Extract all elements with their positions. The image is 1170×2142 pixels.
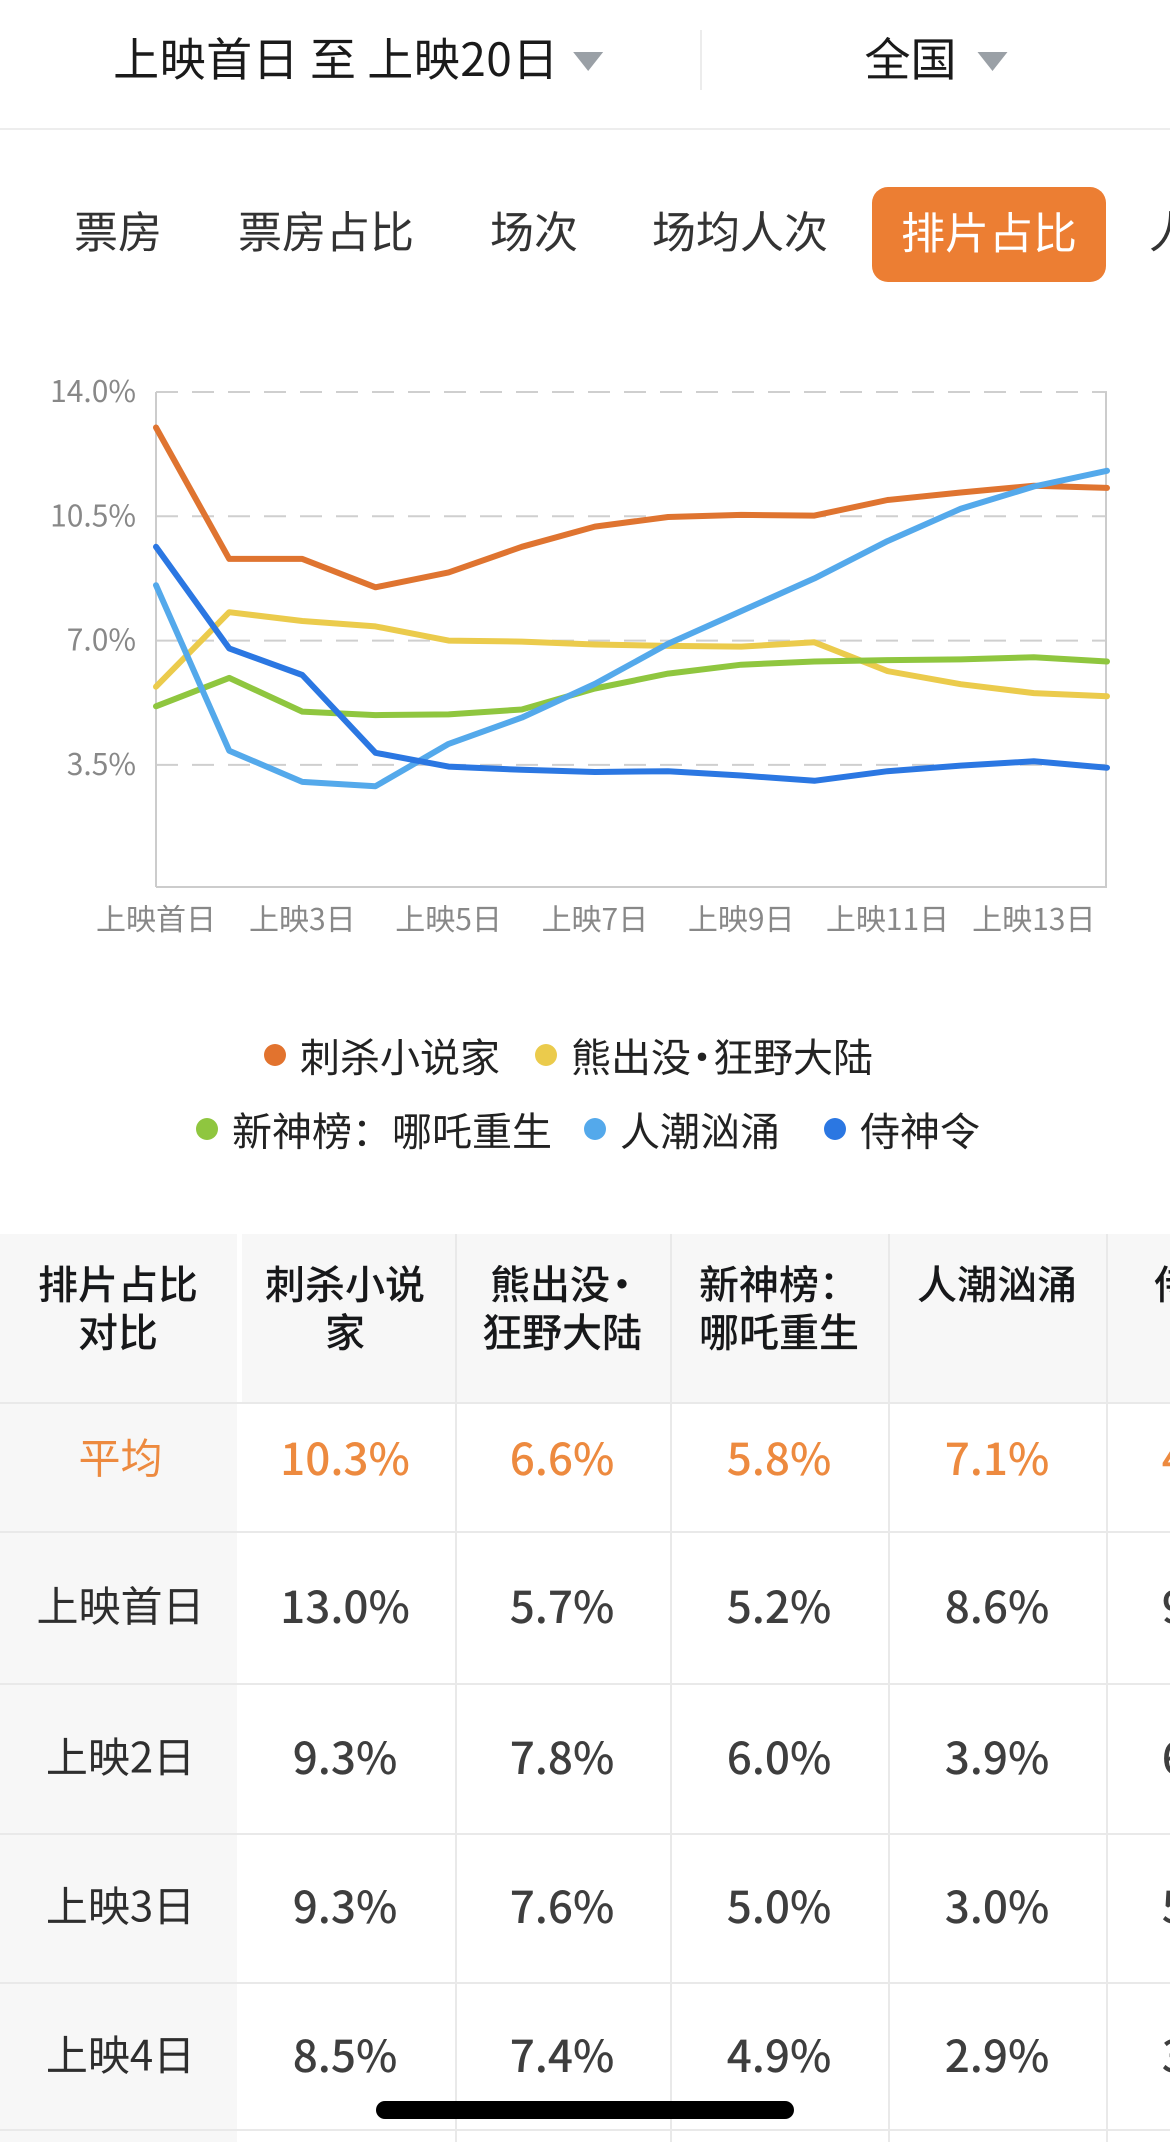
svg-text:14.0%: 14.0% [50,367,136,411]
svg-text:上映13日: 上映13日 [972,895,1095,939]
svg-text:7.0%: 7.0% [67,616,136,660]
svg-text:10.5%: 10.5% [50,491,136,535]
svg-text:上映7日: 上映7日 [542,895,649,939]
svg-text:上映9日: 上映9日 [688,895,795,939]
svg-text:上映11日: 上映11日 [826,895,949,939]
svg-text:3.5%: 3.5% [67,740,136,784]
svg-text:上映首日: 上映首日 [96,895,216,939]
svg-text:上映5日: 上映5日 [395,895,502,939]
svg-text:上映3日: 上映3日 [249,895,356,939]
